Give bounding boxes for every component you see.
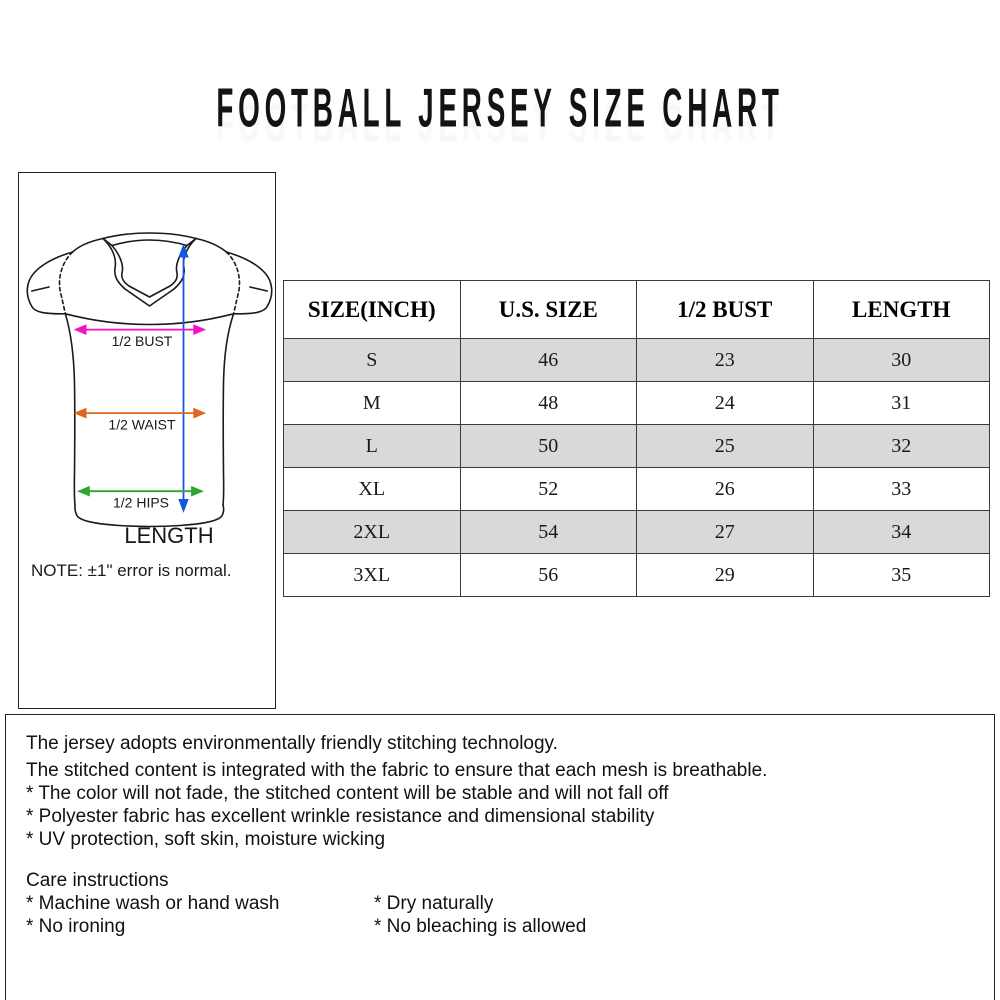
svg-text:1/2 HIPS: 1/2 HIPS	[113, 495, 169, 511]
svg-text:LENGTH: LENGTH	[124, 523, 213, 548]
svg-text:1/2 WAIST: 1/2 WAIST	[108, 417, 176, 433]
svg-text:1/2 BUST: 1/2 BUST	[112, 333, 173, 349]
svg-text:NOTE: ±1" error is normal.: NOTE: ±1" error is normal.	[31, 561, 232, 580]
